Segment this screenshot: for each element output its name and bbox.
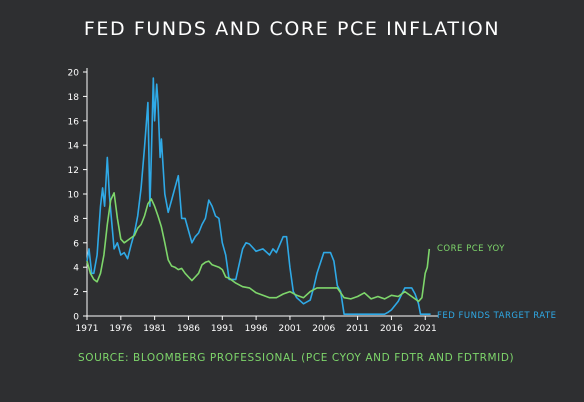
y-tick-label: 0 [73,313,79,323]
x-tick-label: 2021 [414,324,437,334]
series-line-fed-funds [86,77,431,316]
x-tick-label: 2011 [346,324,369,334]
y-tick-label: 18 [68,93,80,103]
chart-title: FED FUNDS AND CORE PCE INFLATION [83,18,501,40]
y-tick-label: 12 [68,166,79,176]
y-tick-label: 2 [73,288,79,298]
x-tick-label: 2006 [312,324,335,334]
y-tick-label: 20 [68,69,80,79]
y-tick-label: 6 [73,239,79,249]
y-tick-label: 10 [68,191,80,201]
source-note: SOURCE: BLOOMBERG PROFESSIONAL (PCE CYOY… [78,352,515,364]
x-tick-label: 1981 [143,324,166,334]
x-tick-label: 1976 [109,324,132,334]
y-tick-label: 16 [68,117,80,127]
series-label-fed-funds: FED FUNDS TARGET RATE [437,311,557,321]
y-tick-label: 4 [73,264,79,274]
series-label-core-pce: CORE PCE YOY [437,244,505,254]
series-line-core-pce [86,192,431,303]
y-tick-label: 14 [68,142,80,152]
x-tick-label: 1971 [76,324,99,334]
x-tick-label: 1996 [245,324,268,334]
x-tick-label: 1991 [211,324,234,334]
x-tick-label: 1986 [177,324,200,334]
x-tick-label: 2001 [278,324,301,334]
y-tick-label: 8 [73,215,79,225]
x-tick-label: 2016 [380,324,403,334]
